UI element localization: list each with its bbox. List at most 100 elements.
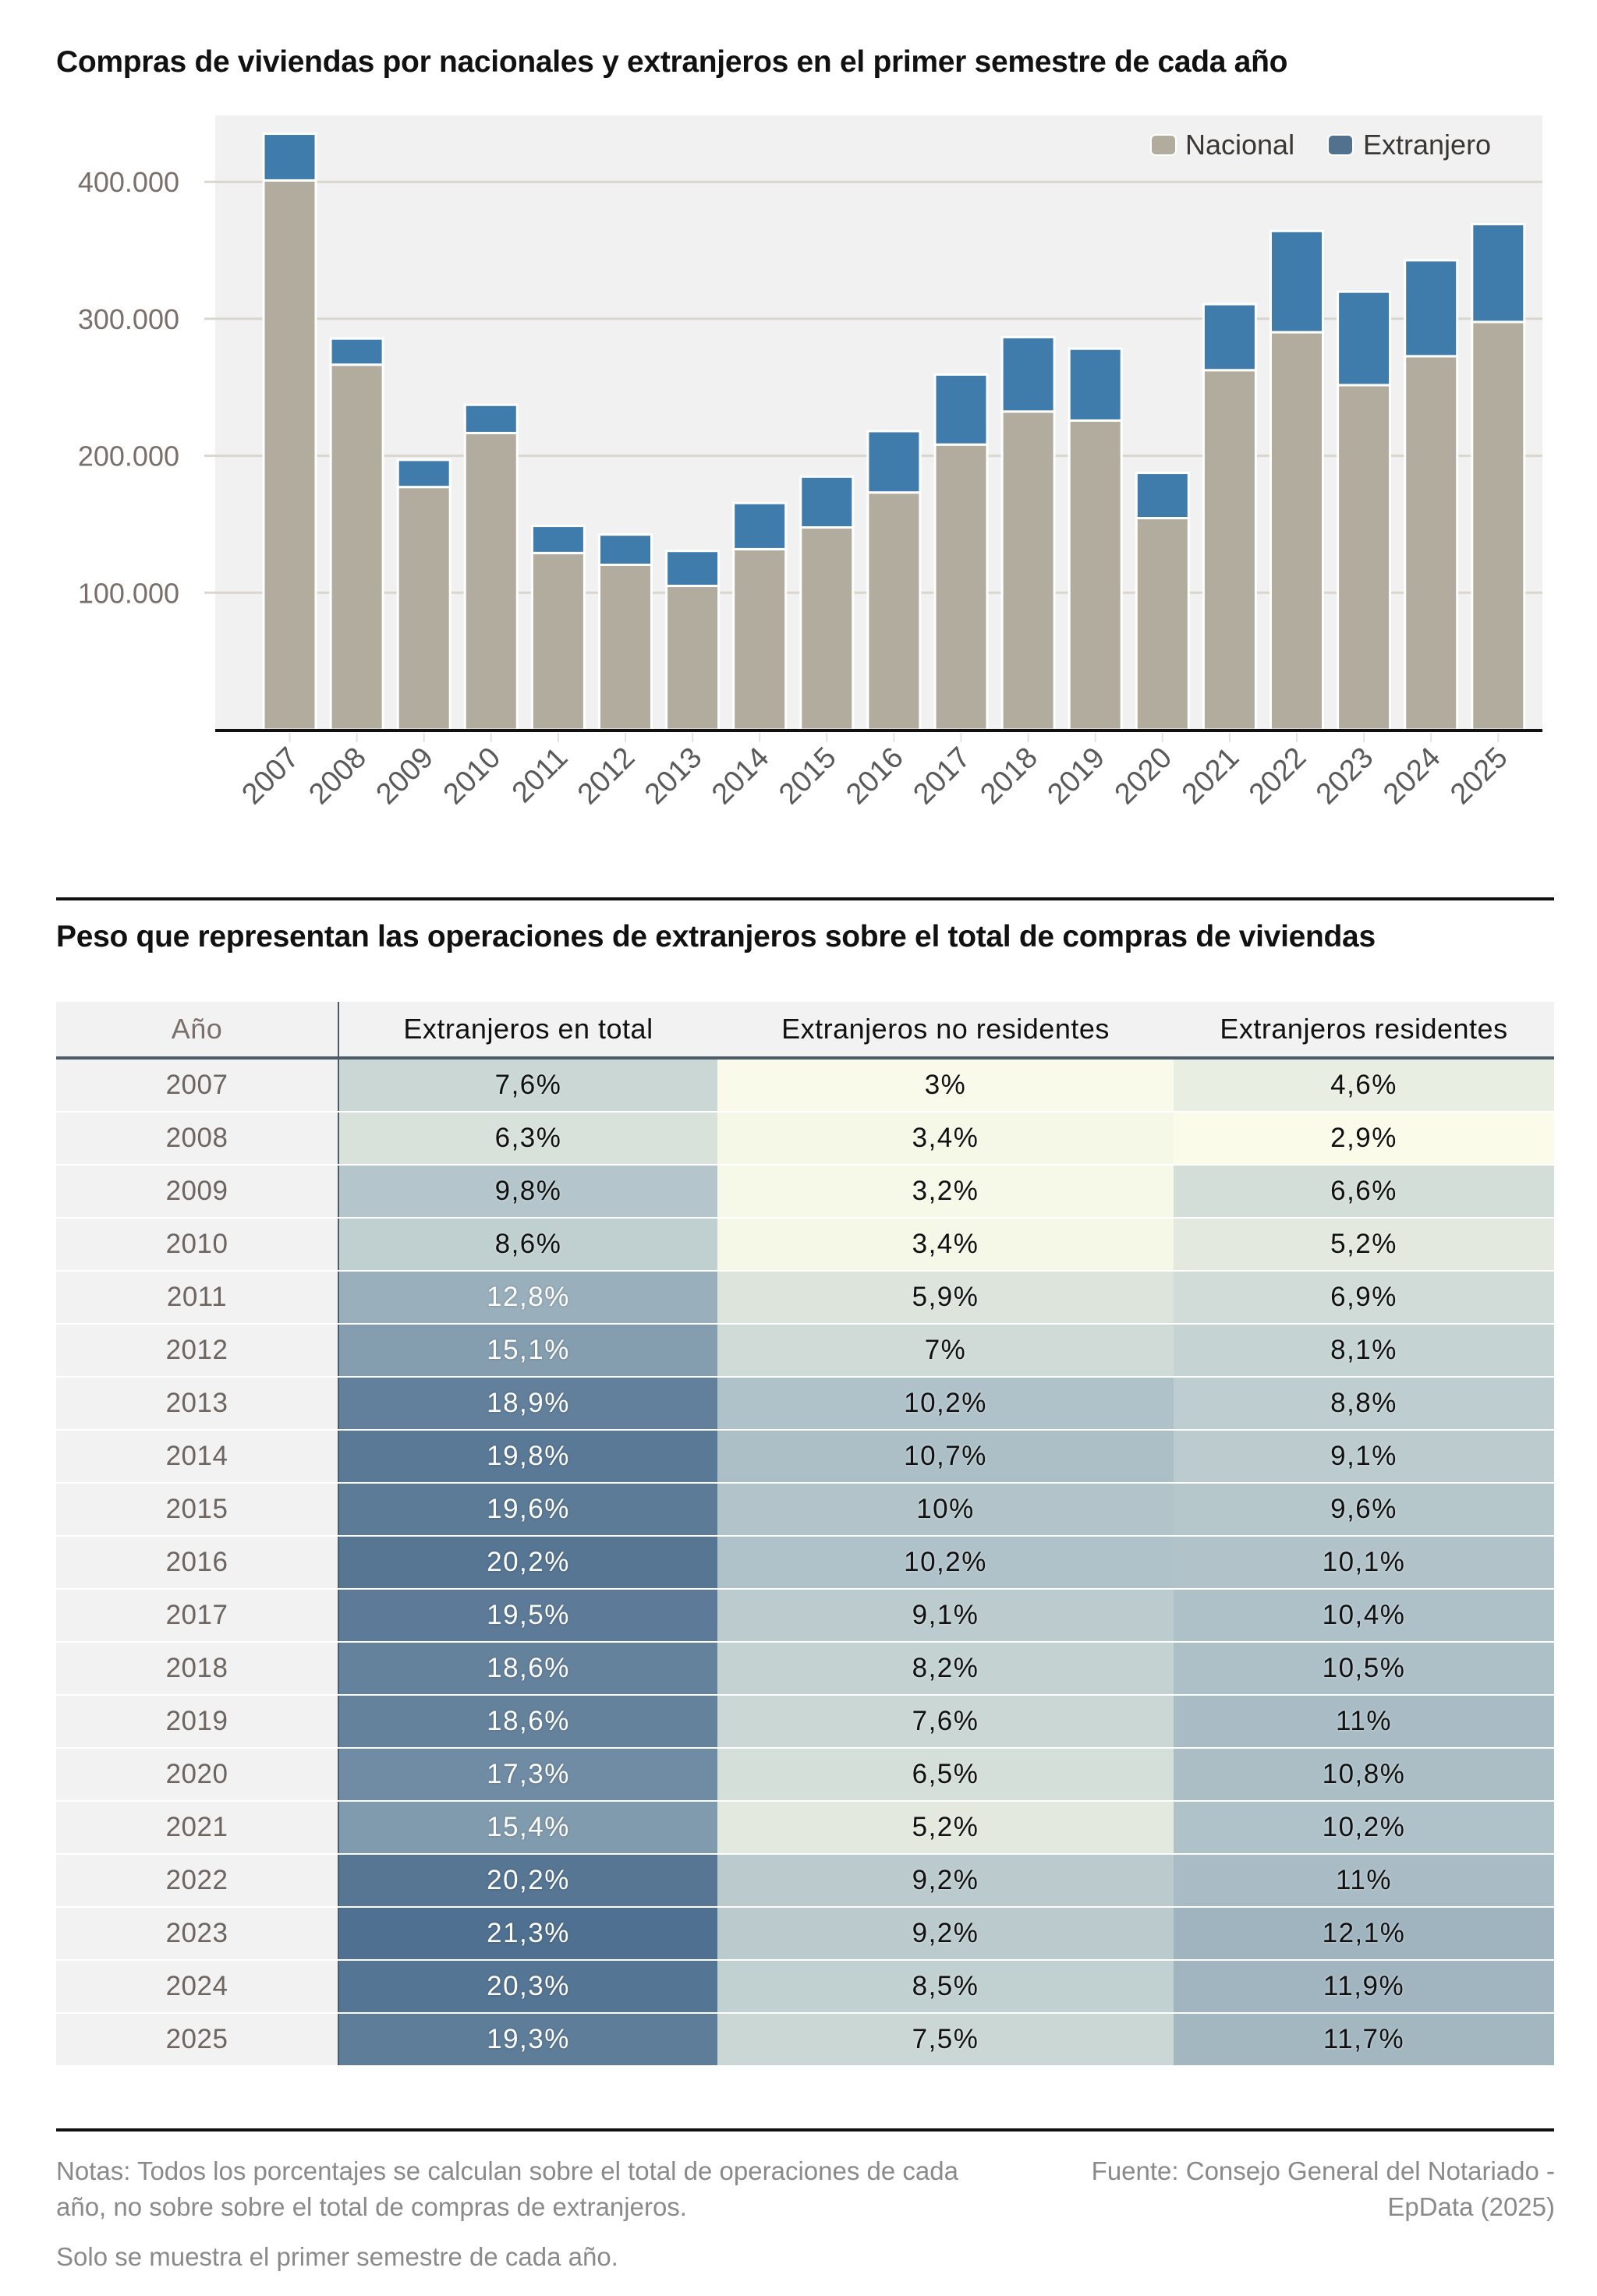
total-cell: 17,3%	[338, 1748, 717, 1802]
bar-nacional-2014[interactable]	[732, 547, 788, 731]
bar-extranjero-2013[interactable]	[665, 550, 721, 588]
no-residentes-cell: 3%	[717, 1058, 1174, 1113]
bar-nacional-2025[interactable]	[1471, 320, 1526, 731]
bar-nacional-2008[interactable]	[329, 363, 384, 731]
bar-nacional-2016[interactable]	[866, 491, 922, 731]
bar-extranjero-2019[interactable]	[1068, 347, 1123, 422]
residentes-cell: 10,8%	[1174, 1748, 1554, 1802]
table-row: 2023 21,3% 9,2% 12,1%	[56, 1907, 1554, 1961]
bar-extranjero-2008[interactable]	[329, 337, 384, 366]
bar-extranjero-2018[interactable]	[1000, 335, 1056, 413]
no-residentes-cell: 5,2%	[717, 1801, 1174, 1855]
bar-nacional-2013[interactable]	[665, 585, 721, 731]
x-tick-label: 2018	[974, 741, 1043, 811]
bar-extranjero-2009[interactable]	[396, 458, 451, 489]
no-residentes-cell: 10,2%	[717, 1536, 1174, 1590]
table-row: 2016 20,2% 10,2% 10,1%	[56, 1536, 1554, 1590]
footer-notes-semester: Solo se muestra el primer semestre de ca…	[56, 2242, 618, 2271]
table-row: 2012 15,1% 7% 8,1%	[56, 1324, 1554, 1378]
legend: Nacional Extranjero	[1150, 129, 1491, 161]
total-cell: 8,6%	[338, 1218, 717, 1272]
x-tick-label: 2016	[840, 741, 909, 811]
x-tick-label: 2024	[1377, 741, 1447, 811]
header-extranjeros-no-residentes[interactable]: Extranjeros no residentes	[717, 1002, 1174, 1060]
x-tick-label: 2009	[370, 741, 440, 811]
table-row: 2007 7,6% 3% 4,6%	[56, 1058, 1554, 1113]
table-row: 2009 9,8% 3,2% 6,6%	[56, 1165, 1554, 1219]
table-row: 2025 19,3% 7,5% 11,7%	[56, 2013, 1554, 2067]
residentes-cell: 2,9%	[1174, 1112, 1554, 1166]
table-row: 2011 12,8% 5,9% 6,9%	[56, 1271, 1554, 1325]
table-row: 2021 15,4% 5,2% 10,2%	[56, 1801, 1554, 1855]
total-cell: 21,3%	[338, 1907, 717, 1961]
residentes-cell: 11%	[1174, 1695, 1554, 1749]
year-cell: 2015	[56, 1483, 339, 1537]
table-row: 2024 20,3% 8,5% 11,9%	[56, 1960, 1554, 2014]
no-residentes-cell: 10,2%	[717, 1377, 1174, 1431]
residentes-cell: 11%	[1174, 1854, 1554, 1908]
year-cell: 2007	[56, 1058, 339, 1113]
x-tick-label: 2020	[1109, 741, 1178, 811]
bar-extranjero-2023[interactable]	[1337, 290, 1392, 387]
header-extranjeros-total[interactable]: Extranjeros en total	[338, 1002, 717, 1060]
bar-nacional-2012[interactable]	[598, 563, 653, 731]
stacked-bar-chart: 100.000 200.000 300.000 400.000 20072008200…	[78, 115, 1542, 811]
bar-nacional-2010[interactable]	[463, 431, 519, 731]
table-row: 2010 8,6% 3,4% 5,2%	[56, 1218, 1554, 1272]
no-residentes-cell: 9,2%	[717, 1854, 1174, 1908]
no-residentes-cell: 6,5%	[717, 1748, 1174, 1802]
table-row: 2019 18,6% 7,6% 11%	[56, 1695, 1554, 1749]
bar-extranjero-2016[interactable]	[866, 430, 922, 494]
bar-extranjero-2020[interactable]	[1135, 472, 1190, 520]
bar-extranjero-2010[interactable]	[463, 403, 519, 434]
bar-extranjero-2014[interactable]	[732, 501, 788, 550]
total-cell: 15,1%	[338, 1324, 717, 1378]
year-cell: 2025	[56, 2013, 339, 2067]
residentes-cell: 9,6%	[1174, 1483, 1554, 1537]
bar-extranjero-2015[interactable]	[799, 475, 855, 529]
total-cell: 18,9%	[338, 1377, 717, 1431]
bar-nacional-2021[interactable]	[1202, 369, 1257, 731]
bar-extranjero-2017[interactable]	[933, 373, 989, 446]
header-extranjeros-residentes[interactable]: Extranjeros residentes	[1174, 1002, 1554, 1060]
no-residentes-cell: 7,5%	[717, 2013, 1174, 2067]
bar-extranjero-2022[interactable]	[1269, 229, 1324, 334]
bar-extranjero-2012[interactable]	[598, 533, 653, 566]
no-residentes-cell: 5,9%	[717, 1271, 1174, 1325]
residentes-cell: 11,7%	[1174, 2013, 1554, 2067]
bar-extranjero-2021[interactable]	[1202, 302, 1257, 372]
bar-nacional-2017[interactable]	[933, 443, 989, 731]
bar-extranjero-2011[interactable]	[530, 525, 586, 554]
table-row: 2022 20,2% 9,2% 11%	[56, 1854, 1554, 1908]
residentes-cell: 10,2%	[1174, 1801, 1554, 1855]
x-tick-label: 2017	[907, 741, 976, 811]
bar-nacional-2018[interactable]	[1000, 410, 1056, 731]
bar-nacional-2019[interactable]	[1068, 419, 1123, 731]
bar-nacional-2022[interactable]	[1269, 331, 1324, 731]
bar-extranjero-2007[interactable]	[262, 133, 317, 182]
bar-nacional-2015[interactable]	[799, 525, 855, 731]
bar-nacional-2007[interactable]	[262, 179, 317, 731]
bar-nacional-2020[interactable]	[1135, 517, 1190, 731]
x-tick-label: 2019	[1042, 741, 1111, 811]
bar-extranjero-2024[interactable]	[1404, 259, 1459, 358]
legend-label-nacional: Nacional	[1185, 129, 1294, 161]
x-tick-label: 2007	[235, 741, 305, 811]
percentage-table: Año Extranjeros en total Extranjeros no …	[56, 1002, 1554, 2067]
bar-nacional-2011[interactable]	[530, 551, 586, 731]
bar-extranjero-2025[interactable]	[1471, 222, 1526, 324]
bar-nacional-2009[interactable]	[396, 486, 451, 731]
bar-nacional-2024[interactable]	[1404, 355, 1459, 731]
year-cell: 2016	[56, 1536, 339, 1590]
x-tick-label: 2025	[1444, 741, 1514, 811]
header-year[interactable]: Año	[56, 1002, 339, 1060]
no-residentes-cell: 3,4%	[717, 1218, 1174, 1272]
year-cell: 2019	[56, 1695, 339, 1749]
residentes-cell: 8,1%	[1174, 1324, 1554, 1378]
x-tick-label: 2012	[572, 741, 641, 811]
year-cell: 2011	[56, 1271, 339, 1325]
total-cell: 6,3%	[338, 1112, 717, 1166]
bar-nacional-2023[interactable]	[1337, 384, 1392, 731]
table-body: 2007 7,6% 3% 4,6% 2008 6,3% 3,4% 2,9% 2009 9,8% 3,…	[56, 1058, 1554, 2067]
residentes-cell: 10,4%	[1174, 1589, 1554, 1643]
